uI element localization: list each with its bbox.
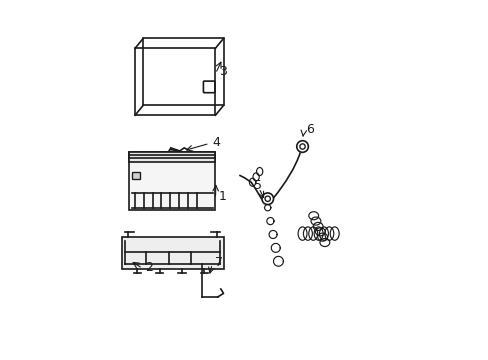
Polygon shape xyxy=(129,152,215,210)
Text: 6: 6 xyxy=(305,123,313,136)
Polygon shape xyxy=(132,172,140,179)
Text: 4: 4 xyxy=(212,136,220,149)
Text: 1: 1 xyxy=(218,190,226,203)
Text: 7: 7 xyxy=(215,256,223,269)
Text: 3: 3 xyxy=(218,66,226,78)
Polygon shape xyxy=(122,237,223,269)
Text: 5: 5 xyxy=(254,179,262,192)
Polygon shape xyxy=(129,152,215,162)
Text: 2: 2 xyxy=(145,261,153,274)
